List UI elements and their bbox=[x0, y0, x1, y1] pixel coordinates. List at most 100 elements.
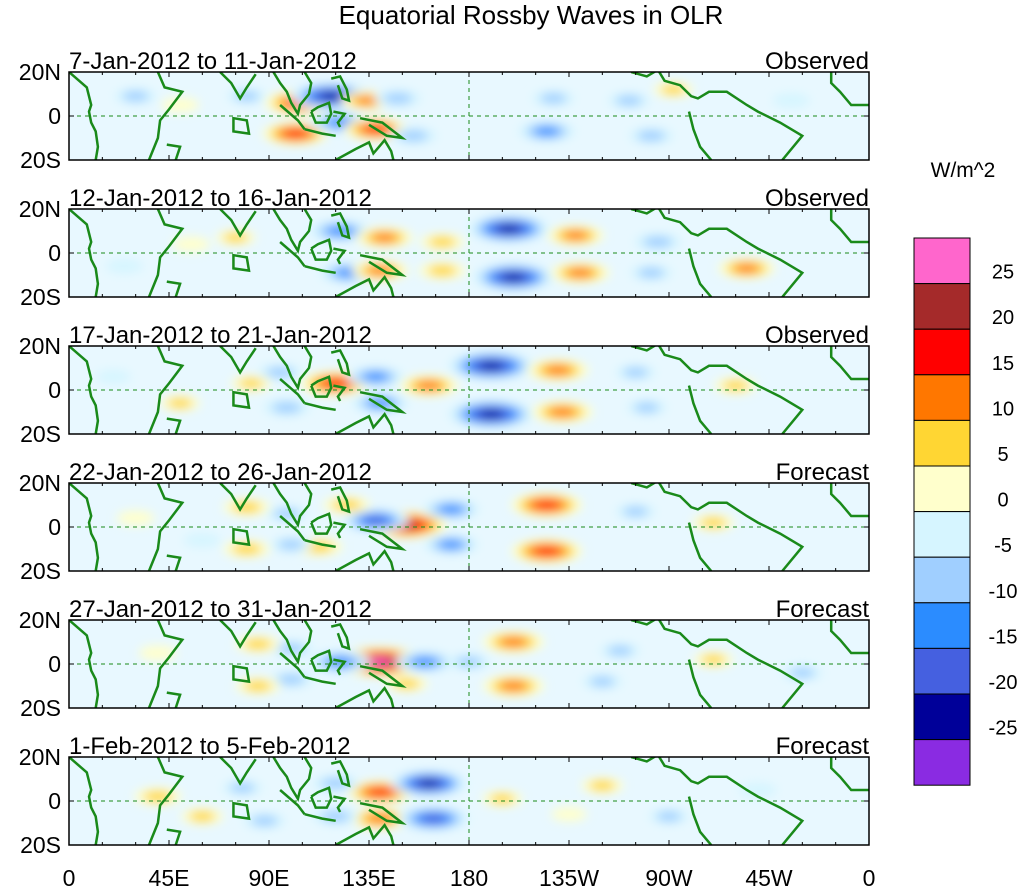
anomaly-contour bbox=[499, 681, 528, 691]
anomaly-contour bbox=[563, 230, 589, 240]
coastline bbox=[333, 658, 347, 676]
y-tick-label: 0 bbox=[48, 514, 61, 540]
anomaly-blobs bbox=[139, 631, 823, 697]
coastlines bbox=[69, 757, 869, 845]
coastline bbox=[330, 759, 351, 788]
region-box bbox=[232, 801, 251, 821]
anomaly-contour bbox=[172, 236, 211, 252]
colorbar-swatch bbox=[913, 283, 971, 330]
coastline bbox=[166, 554, 182, 571]
y-tick-label: 20N bbox=[19, 196, 61, 222]
coastline bbox=[310, 238, 333, 261]
anomaly-contour bbox=[122, 91, 149, 102]
colorbar: W/m^2 25 20 15 10 5 0 -5 -10 -15 -20 -25 bbox=[913, 159, 1018, 786]
coastline bbox=[304, 127, 336, 138]
anomaly-contour bbox=[637, 130, 666, 141]
anomaly-contour bbox=[501, 273, 525, 282]
anomaly-contour bbox=[548, 407, 577, 417]
coastline bbox=[335, 412, 395, 434]
anomaly-contour bbox=[369, 658, 392, 666]
colorbar-label: W/m^2 bbox=[931, 159, 996, 182]
anomaly-contour bbox=[364, 516, 388, 525]
anomaly-contour bbox=[230, 783, 255, 793]
colorbar-tick-label: 25 bbox=[992, 262, 1014, 284]
x-tick-label: 0 bbox=[63, 865, 76, 890]
anomaly-contour bbox=[590, 676, 615, 687]
coastlines bbox=[69, 483, 869, 571]
coastline bbox=[219, 346, 257, 375]
anomaly-contour bbox=[189, 811, 216, 822]
coastline bbox=[687, 111, 713, 160]
coastline bbox=[69, 757, 100, 845]
panel-date-range: 12-Jan-2012 to 16-Jan-2012 bbox=[69, 185, 372, 212]
anomaly-contour bbox=[383, 93, 413, 104]
coastline bbox=[69, 483, 100, 571]
x-tick-label: 90E bbox=[249, 865, 290, 890]
coastline bbox=[69, 72, 100, 160]
map-panel: 7-Jan-2012 to 11-Jan-2012 Observed 20N 0 20S bbox=[19, 48, 870, 173]
anomaly-contour bbox=[772, 93, 811, 108]
region-box bbox=[232, 527, 251, 547]
y-tick-label: 20S bbox=[20, 284, 61, 310]
colorbar-tick-label: -25 bbox=[989, 718, 1018, 740]
anomaly-contour bbox=[661, 84, 686, 95]
y-tick-label: 20S bbox=[20, 147, 61, 173]
coastline bbox=[219, 757, 257, 786]
panel-status: Observed bbox=[765, 185, 869, 212]
x-tick-label: 180 bbox=[450, 865, 488, 890]
anomaly-contour bbox=[355, 96, 379, 105]
anomaly-contour bbox=[319, 92, 343, 101]
map-panel: 17-Jan-2012 to 21-Jan-2012 Observed 20N 0 20… bbox=[19, 322, 870, 447]
panel-status: Forecast bbox=[776, 596, 870, 623]
anomaly-contour bbox=[566, 268, 594, 278]
region-box bbox=[232, 390, 251, 410]
coastline bbox=[359, 390, 407, 414]
map-panel: 1-Feb-2012 to 5-Feb-2012 Forecast 20N 0 20S bbox=[19, 733, 870, 858]
anomaly-contour bbox=[273, 508, 300, 519]
anomaly-contour bbox=[116, 510, 155, 526]
anomaly-contour bbox=[734, 263, 760, 273]
x-tick-label: 90W bbox=[645, 865, 693, 890]
colorbar-tick-label: 0 bbox=[997, 490, 1008, 512]
anomaly-contour bbox=[722, 380, 749, 391]
colorbar-tick-label: -5 bbox=[994, 535, 1012, 557]
x-tick-label: 135E bbox=[342, 865, 396, 890]
anomaly-contour bbox=[415, 380, 443, 391]
anomaly-contour bbox=[490, 794, 515, 804]
anomaly-contour bbox=[499, 637, 528, 647]
colorbar-swatch bbox=[913, 419, 971, 467]
coastline bbox=[330, 211, 351, 240]
coastline bbox=[630, 72, 805, 160]
coastlines bbox=[69, 72, 869, 160]
anomaly-contour bbox=[411, 657, 438, 667]
anomaly-contour bbox=[534, 126, 560, 136]
anomaly-contour bbox=[139, 645, 177, 661]
anomaly-contour bbox=[428, 236, 457, 248]
coastline bbox=[310, 786, 333, 809]
anomaly-contour bbox=[238, 378, 264, 389]
x-tick-label: 45W bbox=[745, 865, 793, 890]
map-panel: 12-Jan-2012 to 16-Jan-2012 Observed 20N 0 20… bbox=[19, 185, 870, 310]
coastline bbox=[829, 757, 869, 792]
coastline bbox=[359, 116, 407, 140]
anomaly-contour bbox=[544, 365, 572, 375]
coastline bbox=[147, 209, 185, 297]
coastline bbox=[330, 74, 351, 103]
coastline bbox=[687, 796, 713, 845]
coastline bbox=[147, 620, 185, 708]
region-box bbox=[232, 253, 251, 273]
anomaly-contour bbox=[616, 95, 642, 106]
coastline bbox=[272, 483, 313, 529]
panel-date-range: 1-Feb-2012 to 5-Feb-2012 bbox=[69, 733, 351, 760]
anomaly-contour bbox=[363, 372, 389, 382]
map-panel: 22-Jan-2012 to 26-Jan-2012 Forecast 20N 0 20… bbox=[19, 459, 870, 584]
panel-date-range: 7-Jan-2012 to 11-Jan-2012 bbox=[69, 48, 357, 75]
coastline bbox=[147, 346, 185, 434]
coastline bbox=[272, 620, 313, 666]
coastline bbox=[630, 620, 805, 708]
colorbar-tick-label: -20 bbox=[989, 672, 1018, 694]
anomaly-contour bbox=[534, 500, 560, 510]
y-tick-label: 20N bbox=[19, 744, 61, 770]
panel-date-range: 17-Jan-2012 to 21-Jan-2012 bbox=[69, 322, 372, 349]
coastline bbox=[304, 538, 336, 549]
